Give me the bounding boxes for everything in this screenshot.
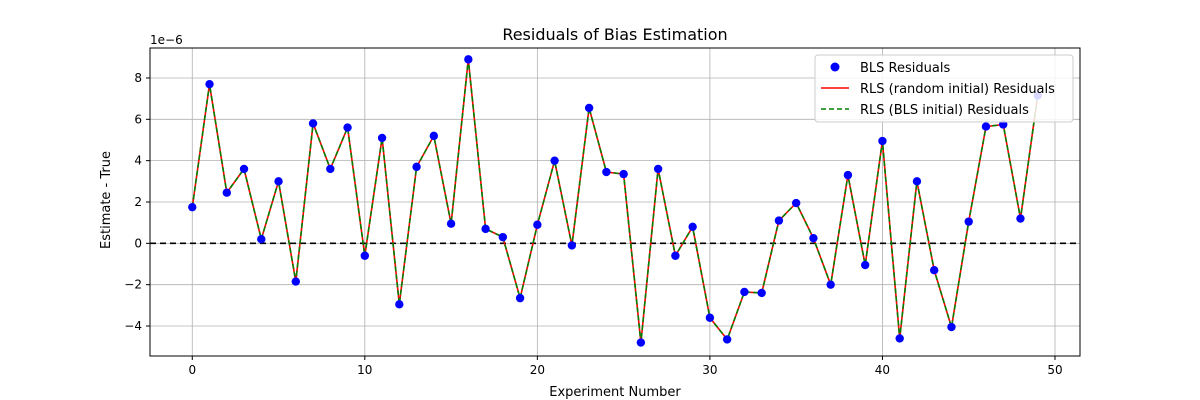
x-axis-label: Experiment Number — [549, 385, 681, 400]
y-tick-label: −2 — [124, 278, 142, 292]
bls-residual-point — [791, 198, 801, 208]
x-tick-label: 50 — [1047, 363, 1062, 377]
bls-residual-point — [481, 224, 490, 234]
bls-residual-point — [515, 293, 525, 303]
y-axis-label: Estimate - True — [99, 151, 114, 249]
y-tick-label: 4 — [134, 154, 142, 168]
bls-residual-point — [377, 133, 387, 143]
legend-marker-bls — [830, 62, 840, 72]
bls-residual-point — [602, 167, 611, 177]
bls-residual-point — [895, 334, 904, 343]
bls-residual-point — [826, 280, 835, 289]
x-tick-label: 0 — [188, 363, 196, 377]
bls-residual-point — [274, 177, 283, 186]
bls-residual-point — [533, 220, 542, 229]
y-tick-label: 0 — [134, 236, 142, 250]
axis-ticks: 0 10 20 30 40 50 −4 −2 0 2 4 6 8 — [124, 71, 1062, 377]
bls-residual-point — [722, 335, 732, 344]
x-tick-label: 10 — [357, 363, 372, 377]
bls-residual-point — [843, 170, 853, 180]
bls-residual-point — [947, 322, 956, 332]
bls-residual-point — [860, 260, 870, 270]
bls-residual-point — [912, 177, 922, 186]
y-tick-label: −4 — [124, 319, 142, 333]
bls-residual-point — [705, 313, 715, 322]
bls-residual-point — [619, 169, 628, 179]
y-tick-label: 8 — [134, 71, 142, 85]
series-lines — [191, 59, 1039, 343]
legend: BLS Residuals RLS (random initial) Resid… — [814, 54, 1074, 123]
bls-residual-point — [1016, 214, 1025, 223]
bls-residual-point — [878, 136, 887, 146]
bls-residual-point — [809, 233, 818, 243]
legend-item-rls-bls: RLS (BLS initial) Residuals — [821, 103, 1029, 118]
legend-label-rls-bls: RLS (BLS initial) Residuals — [860, 103, 1029, 118]
bls-residual-point — [239, 164, 249, 174]
bls-residual-point — [291, 277, 300, 286]
bls-residual-point — [964, 217, 973, 226]
bls-residual-point — [671, 251, 680, 260]
bls-residual-point — [360, 251, 370, 260]
bls-residual-point — [498, 232, 508, 242]
legend-label-bls: BLS Residuals — [860, 61, 950, 76]
bls-residual-point — [395, 300, 404, 309]
bls-residual-point — [653, 164, 663, 174]
series-line-rls-bls — [191, 59, 1039, 343]
bls-residual-point — [930, 266, 939, 275]
bls-residual-point — [188, 202, 197, 212]
bls-residual-point — [688, 222, 697, 232]
bls-residual-point — [774, 216, 784, 225]
y-tick-label: 2 — [134, 195, 142, 209]
bls-residual-point — [464, 55, 473, 64]
bls-residual-point — [740, 287, 749, 297]
bls-residual-point — [567, 241, 577, 250]
legend-item-bls: BLS Residuals — [830, 61, 950, 76]
bls-residual-point — [412, 162, 421, 172]
x-tick-label: 40 — [875, 363, 890, 377]
y-tick-label: 6 — [134, 112, 142, 126]
x-tick-label: 30 — [702, 363, 717, 377]
bls-residual-point — [550, 156, 559, 165]
y-axis-offset-text: 1e−6 — [150, 33, 183, 47]
bls-residual-point — [326, 164, 335, 174]
bls-residual-point — [222, 188, 231, 197]
x-tick-label: 20 — [530, 363, 545, 377]
bls-residual-point — [308, 119, 318, 128]
bls-residual-point — [343, 123, 352, 132]
chart-title: Residuals of Bias Estimation — [502, 25, 727, 44]
bls-residual-point — [205, 79, 214, 89]
bls-residual-point — [584, 103, 594, 113]
legend-item-rls-random: RLS (random initial) Residuals — [821, 82, 1055, 97]
legend-label-rls-random: RLS (random initial) Residuals — [860, 82, 1055, 97]
bls-residual-point — [257, 235, 266, 244]
legend-box — [814, 54, 1074, 123]
bls-residual-point — [981, 122, 991, 131]
bls-residual-point — [446, 219, 456, 228]
bls-residual-point — [636, 338, 646, 347]
bls-residual-point — [757, 288, 766, 298]
bls-residual-point — [429, 131, 439, 141]
